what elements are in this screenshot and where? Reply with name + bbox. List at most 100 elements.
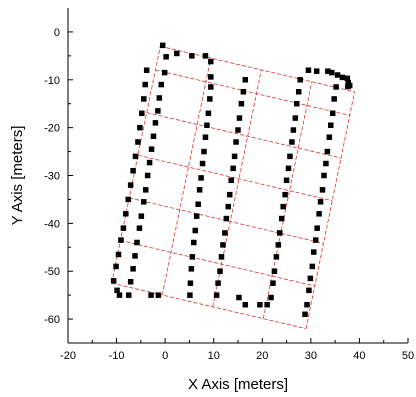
data-point xyxy=(273,254,280,260)
data-point xyxy=(193,213,200,219)
data-point xyxy=(225,203,232,210)
data-point xyxy=(257,301,263,308)
data-points xyxy=(110,42,353,318)
data-point xyxy=(287,153,293,160)
data-point xyxy=(202,134,209,140)
data-point xyxy=(334,72,341,78)
data-point xyxy=(136,225,143,231)
y-tick-label: -40 xyxy=(44,218,60,230)
x-tick-label: 20 xyxy=(256,350,268,362)
data-point xyxy=(130,167,136,174)
data-point xyxy=(317,199,324,205)
data-point xyxy=(155,108,161,114)
data-point xyxy=(277,230,283,236)
x-tick-label: 40 xyxy=(353,350,365,362)
data-point xyxy=(139,110,145,117)
data-point xyxy=(134,239,140,246)
x-axis-ticks: -20 -10 0 10 20 30 40 50 xyxy=(60,338,414,362)
data-point xyxy=(127,278,134,285)
grid-line-horizontal xyxy=(111,282,307,330)
data-point xyxy=(205,110,212,117)
data-point xyxy=(326,134,333,140)
data-point xyxy=(137,124,143,131)
data-point xyxy=(199,160,206,167)
data-point xyxy=(187,280,194,286)
data-point xyxy=(195,201,201,207)
data-point xyxy=(135,139,141,145)
data-point xyxy=(233,139,239,145)
grid-line-horizontal xyxy=(120,240,315,287)
data-point xyxy=(213,292,220,298)
data-point xyxy=(230,165,236,172)
data-point xyxy=(198,175,204,181)
y-axis-ticks: 0 -10 -20 -30 -40 -50 -60 xyxy=(44,27,73,344)
data-point xyxy=(163,54,169,60)
data-point xyxy=(150,133,157,140)
data-point xyxy=(304,301,310,308)
data-point xyxy=(328,122,334,128)
data-point xyxy=(242,77,249,83)
x-tick-label: -20 xyxy=(60,350,76,362)
data-point xyxy=(220,242,226,248)
data-point xyxy=(127,182,134,188)
y-tick-label: -30 xyxy=(44,171,60,183)
data-point xyxy=(314,225,320,231)
data-point xyxy=(285,165,292,172)
data-point xyxy=(333,84,339,90)
data-point xyxy=(280,203,286,210)
data-point xyxy=(307,275,314,282)
data-point xyxy=(282,191,288,198)
grid-line-horizontal xyxy=(146,112,342,159)
data-point xyxy=(242,301,249,308)
data-point xyxy=(226,191,233,198)
data-point xyxy=(113,263,119,270)
data-point xyxy=(208,74,214,80)
data-point xyxy=(120,225,127,231)
grid-line-horizontal xyxy=(137,154,333,202)
data-point xyxy=(223,215,230,222)
data-point xyxy=(329,110,336,117)
data-point xyxy=(208,58,214,65)
data-point xyxy=(130,266,136,272)
data-point xyxy=(174,50,180,57)
data-point xyxy=(114,287,120,294)
grid-line-horizontal xyxy=(155,69,350,116)
data-point xyxy=(110,278,117,284)
data-point xyxy=(325,68,331,74)
data-point xyxy=(144,172,151,179)
data-point xyxy=(148,146,155,152)
data-point xyxy=(302,311,308,318)
data-point xyxy=(138,213,145,219)
data-point xyxy=(187,292,193,298)
data-point xyxy=(152,120,159,126)
data-point xyxy=(202,53,209,59)
data-point xyxy=(312,237,319,243)
data-point xyxy=(321,172,327,179)
data-point xyxy=(271,268,278,274)
data-point xyxy=(290,127,297,133)
data-point xyxy=(236,294,242,301)
x-tick-label: 50 xyxy=(402,350,414,362)
data-point xyxy=(319,187,326,193)
data-point xyxy=(311,249,317,255)
grid-line-vertical xyxy=(161,58,212,296)
data-point xyxy=(156,95,163,101)
data-point xyxy=(215,280,221,286)
data-point xyxy=(289,139,295,145)
data-point xyxy=(323,160,329,167)
y-tick-label: -10 xyxy=(44,75,60,87)
data-point xyxy=(146,159,153,166)
data-point xyxy=(188,266,195,272)
data-point xyxy=(155,292,162,298)
y-axis-title: Y Axis [meters] xyxy=(9,126,26,226)
data-point xyxy=(309,263,316,270)
data-point xyxy=(238,100,245,107)
data-point xyxy=(306,287,312,294)
data-point xyxy=(116,292,123,298)
data-point xyxy=(345,79,352,86)
y-tick-label: -50 xyxy=(44,266,60,278)
data-point xyxy=(191,239,197,246)
data-point xyxy=(231,153,238,160)
data-point xyxy=(275,242,282,248)
